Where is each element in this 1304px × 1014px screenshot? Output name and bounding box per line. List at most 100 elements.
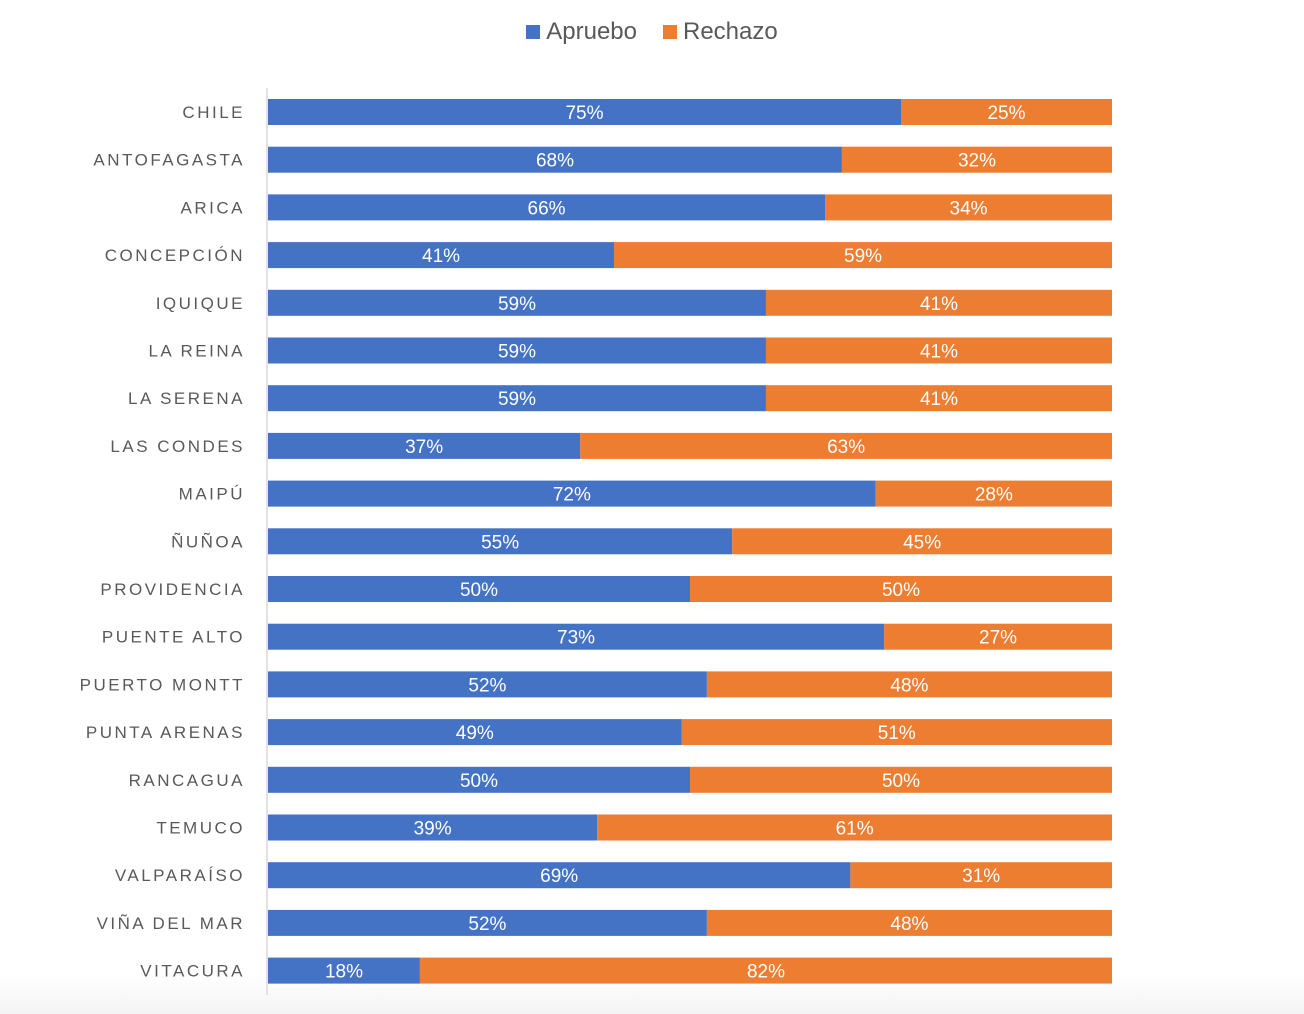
category-label: MAIPÚ xyxy=(179,485,245,504)
bar-rechazo xyxy=(690,576,1112,602)
data-label-apruebo: 73% xyxy=(557,628,595,649)
bar-apruebo xyxy=(268,576,690,602)
category-label: ANTOFAGASTA xyxy=(93,151,245,170)
bar-apruebo xyxy=(268,480,876,507)
data-label-apruebo: 41% xyxy=(422,246,460,267)
bar-apruebo xyxy=(268,623,885,650)
category-label: LA SERENA xyxy=(128,389,245,408)
data-label-rechazo: 25% xyxy=(987,103,1025,124)
data-label-rechazo: 28% xyxy=(975,485,1013,506)
bar-apruebo xyxy=(268,862,851,889)
category-label: LA REINA xyxy=(148,342,245,361)
data-label-rechazo: 50% xyxy=(882,771,920,792)
legend-swatch-apruebo xyxy=(526,25,541,39)
data-label-apruebo: 59% xyxy=(498,342,536,363)
bar-apruebo xyxy=(268,909,707,936)
bar-apruebo xyxy=(268,194,826,221)
bar-rechazo xyxy=(706,671,1112,698)
data-label-rechazo: 50% xyxy=(882,580,920,601)
data-label-rechazo: 34% xyxy=(950,198,988,219)
category-label: TEMUCO xyxy=(156,819,245,838)
bar-apruebo xyxy=(268,528,733,555)
data-label-apruebo: 59% xyxy=(498,389,536,410)
data-label-rechazo: 32% xyxy=(958,151,996,172)
data-label-apruebo: 18% xyxy=(325,962,363,983)
data-label-apruebo: 39% xyxy=(414,819,452,840)
data-label-apruebo: 55% xyxy=(481,532,519,553)
category-label: VIÑA DEL MAR xyxy=(97,914,245,933)
category-label: ÑUÑOA xyxy=(171,532,245,551)
bar-rechazo xyxy=(419,957,1112,984)
legend-label-apruebo: Apruebo xyxy=(546,18,637,45)
bar-rechazo xyxy=(841,146,1112,173)
legend-label-rechazo: Rechazo xyxy=(683,18,778,45)
category-label: LAS CONDES xyxy=(110,437,245,456)
data-label-apruebo: 37% xyxy=(405,437,443,458)
category-label: CHILE xyxy=(182,103,245,122)
bar-apruebo xyxy=(268,766,690,793)
data-label-apruebo: 72% xyxy=(553,485,591,506)
data-label-rechazo: 59% xyxy=(844,246,882,267)
legend-swatch-rechazo xyxy=(663,25,677,39)
category-label: IQUIQUE xyxy=(156,294,245,313)
data-label-rechazo: 61% xyxy=(836,819,874,840)
data-label-apruebo: 59% xyxy=(498,294,536,315)
bar-rechazo xyxy=(732,528,1112,555)
data-label-apruebo: 75% xyxy=(565,103,603,124)
category-label: VITACURA xyxy=(140,962,245,981)
legend-item-apruebo: Apruebo xyxy=(526,18,637,46)
bar-rechazo xyxy=(765,289,1112,316)
bar-apruebo xyxy=(268,289,766,316)
bar-apruebo xyxy=(268,671,707,698)
bar-rechazo xyxy=(597,814,1112,841)
bar-apruebo xyxy=(268,814,598,841)
data-label-apruebo: 66% xyxy=(528,198,566,219)
data-label-rechazo: 41% xyxy=(920,342,958,363)
data-label-apruebo: 49% xyxy=(456,723,494,744)
category-label: PUENTE ALTO xyxy=(102,628,245,647)
bar-rechazo xyxy=(765,337,1112,364)
bar-rechazo xyxy=(825,194,1112,221)
category-label: ARICA xyxy=(181,198,245,217)
bar-rechazo xyxy=(614,242,1112,269)
bar-apruebo xyxy=(268,242,615,269)
bar-rechazo xyxy=(690,766,1112,793)
legend: Apruebo Rechazo xyxy=(0,18,1304,46)
bar-rechazo xyxy=(901,99,1112,125)
bar-apruebo xyxy=(268,385,766,412)
bar-rechazo xyxy=(580,432,1112,459)
data-label-rechazo: 48% xyxy=(890,914,928,935)
data-label-apruebo: 50% xyxy=(460,580,498,601)
legend-item-rechazo: Rechazo xyxy=(663,18,778,46)
data-label-apruebo: 68% xyxy=(536,151,574,172)
data-label-apruebo: 52% xyxy=(468,675,506,696)
data-label-rechazo: 31% xyxy=(962,866,1000,887)
category-label: PUERTO MONTT xyxy=(80,675,245,694)
bar-apruebo xyxy=(268,337,766,364)
category-label: RANCAGUA xyxy=(129,771,245,790)
bar-rechazo xyxy=(850,862,1112,889)
category-label: PROVIDENCIA xyxy=(100,580,245,599)
data-label-rechazo: 41% xyxy=(920,389,958,410)
bar-apruebo xyxy=(268,146,842,173)
bar-rechazo xyxy=(875,480,1112,507)
category-label: VALPARAÍSO xyxy=(115,866,245,885)
data-label-apruebo: 69% xyxy=(540,866,578,887)
bar-apruebo xyxy=(268,432,581,459)
bar-rechazo xyxy=(765,385,1112,412)
bar-apruebo xyxy=(268,99,901,125)
category-label: PUNTA ARENAS xyxy=(86,723,245,742)
bar-apruebo xyxy=(268,719,682,746)
category-label: CONCEPCIÓN xyxy=(105,246,245,265)
data-label-rechazo: 41% xyxy=(920,294,958,315)
data-label-rechazo: 45% xyxy=(903,532,941,553)
data-label-rechazo: 48% xyxy=(890,675,928,696)
bar-rechazo xyxy=(706,909,1112,936)
bar-rechazo xyxy=(681,719,1112,746)
bar-apruebo xyxy=(268,957,420,984)
data-label-apruebo: 50% xyxy=(460,771,498,792)
data-label-rechazo: 51% xyxy=(878,723,916,744)
data-label-rechazo: 63% xyxy=(827,437,865,458)
data-label-apruebo: 52% xyxy=(468,914,506,935)
